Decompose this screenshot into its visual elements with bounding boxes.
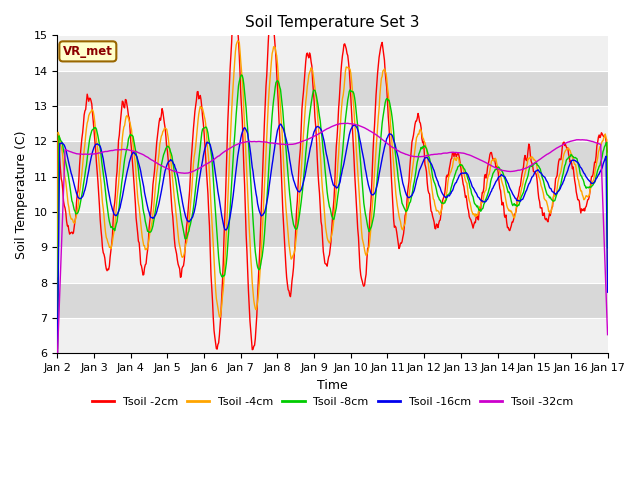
Bar (58, 142, 607, 177)
Bar (58, 283, 607, 318)
Text: VR_met: VR_met (63, 45, 113, 58)
Bar (58, 36, 607, 71)
Bar (58, 71, 607, 106)
Y-axis label: Soil Temperature (C): Soil Temperature (C) (15, 130, 28, 259)
Bar (58, 177, 607, 212)
Bar (58, 212, 607, 247)
X-axis label: Time: Time (317, 379, 348, 392)
Title: Soil Temperature Set 3: Soil Temperature Set 3 (245, 15, 420, 30)
Bar (58, 318, 607, 353)
Bar (58, 106, 607, 142)
Bar (58, 247, 607, 283)
Legend: Tsoil -2cm, Tsoil -4cm, Tsoil -8cm, Tsoil -16cm, Tsoil -32cm: Tsoil -2cm, Tsoil -4cm, Tsoil -8cm, Tsoi… (88, 393, 577, 411)
